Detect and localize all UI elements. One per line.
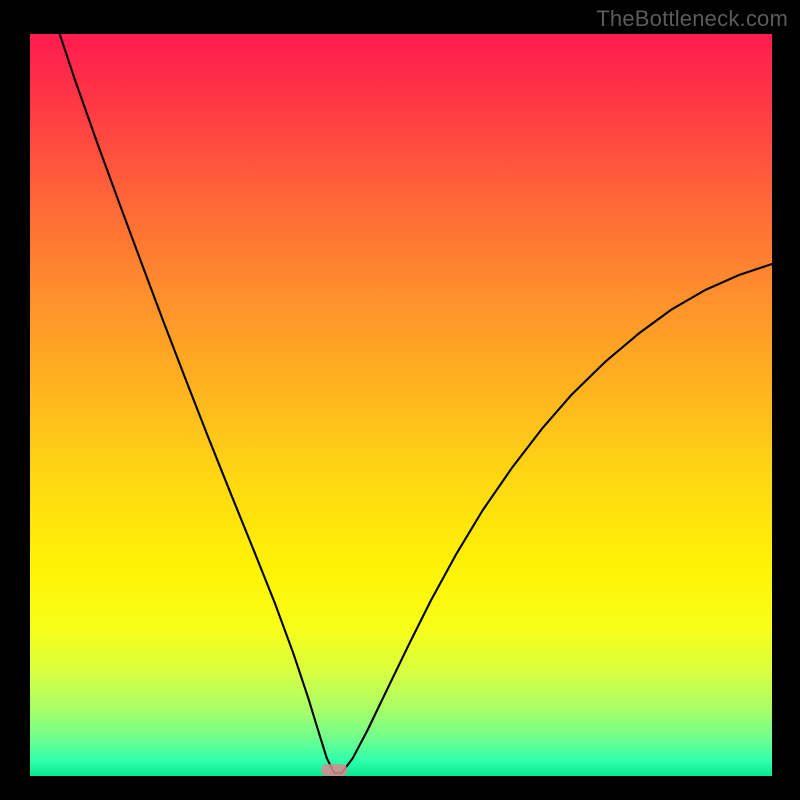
chart-frame: TheBottleneck.com: [0, 0, 800, 800]
plot-area: [30, 34, 772, 776]
optimum-marker: [321, 764, 347, 776]
optimum-marker-layer: [30, 34, 772, 776]
watermark-text: TheBottleneck.com: [596, 6, 788, 32]
